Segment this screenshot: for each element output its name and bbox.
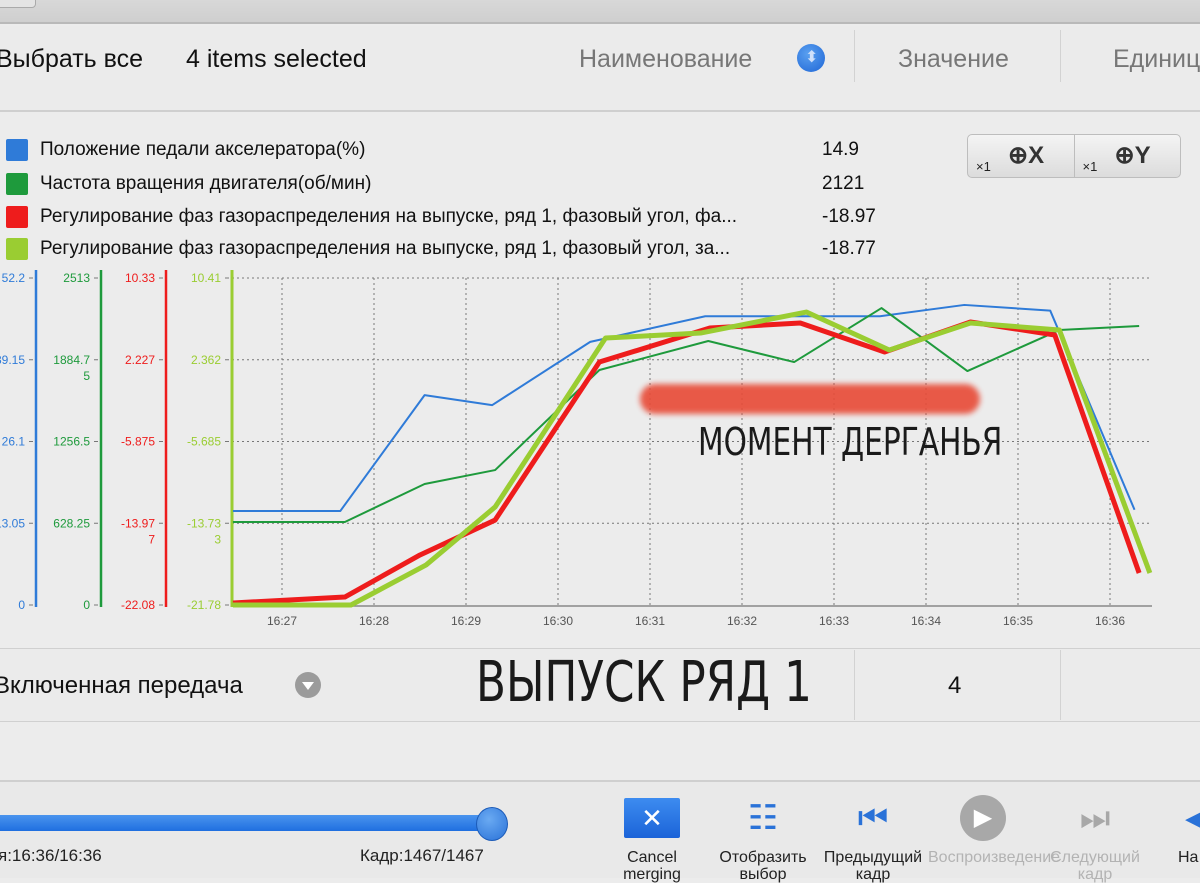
legend-swatch[interactable] [6,206,28,228]
top-tab[interactable] [0,0,36,8]
y-tick-label: 10.41 [191,271,221,285]
toolbar-button-previous-frame[interactable]: ⏮ Предыдущий кадр [818,795,928,883]
checklist-icon: ☷ [708,795,818,841]
series-line-4 [233,312,1150,605]
x-tick-label: 16:29 [451,614,481,628]
y-tick-label: 0 [18,598,25,612]
series-line-2 [233,308,1139,522]
zoom-y-label: Y [1135,142,1151,169]
legend-label[interactable]: Регулирование фаз газораспределения на в… [40,238,730,260]
zoom-controls: ×1⊕X ×1⊕Y [967,134,1181,178]
legend-value: 14.9 [822,139,859,161]
back-icon: ◀ [1150,795,1200,841]
legend-swatch[interactable] [6,173,28,195]
frame-readout: Кадр:1467/1467 [360,846,484,866]
x-tick-label: 16:33 [819,614,849,628]
column-name-header[interactable]: Наименование [579,45,752,74]
column-value-header[interactable]: Значение [898,45,1009,74]
chart[interactable]: 16:27 16:28 16:29 16:30 16:31 16:32 16:33 16:34… [0,262,1200,642]
timeline-slider[interactable] [0,815,492,831]
zoom-in-icon: ⊕ [1115,142,1135,169]
sort-icon[interactable] [797,44,825,72]
dropdown-icon[interactable] [295,672,321,698]
select-all-button[interactable]: Выбрать все [0,45,143,74]
selected-count: 4 items selected [186,45,367,74]
x-tick-label: 16:30 [543,614,573,628]
legend-label[interactable]: Положение педали акселератора(%) [40,139,365,161]
cancel-icon: ✕ [597,795,707,841]
y-tick-label: 39.15 [0,353,25,367]
x-tick-label: 16:31 [635,614,665,628]
legend-value: -18.97 [822,206,876,228]
column-unit-header[interactable]: Единиц [1113,45,1200,74]
divider [854,650,855,720]
annotation-bank: ВЫПУСК РЯД 1 [476,650,812,715]
y-tick-label: 0 [83,598,90,612]
x-tick-label: 16:32 [727,614,757,628]
divider [854,30,855,82]
toolbar-button-label: На [1150,849,1200,866]
y-tick-label: -5.685 [187,435,221,449]
zoom-x-multiplier: ×1 [976,159,991,174]
legend-value: 2121 [822,173,864,195]
y-tick-label: 2.362 [191,353,221,367]
legend-swatch[interactable] [6,238,28,260]
slider-thumb[interactable] [476,807,508,841]
y-tick-label: -22.08 [121,598,155,612]
toolbar-button-checklist[interactable]: ☷ Отобразить выбор [708,795,818,883]
x-tick-label: 16:27 [267,614,297,628]
zoom-y-button[interactable]: ×1 ⊕Y [1075,135,1181,177]
divider [1060,650,1061,720]
legend-value: -18.77 [822,238,876,260]
annotation-jerk-moment: МОМЕНТ ДЕРГАНЬЯ [698,420,1002,464]
series-line-3 [233,322,1139,603]
y-tick-label: 52.2 [2,271,26,285]
y-tick-label: 1256.5 [53,435,90,449]
y-tick-label: -21.78 [187,598,221,612]
toolbar-button-cancel[interactable]: ✕ Cancel merging [597,795,707,883]
top-bar [0,0,1200,24]
toolbar-button-label: Воспроизведение [928,849,1038,866]
y-tick-label: 628.25 [53,516,90,530]
next-frame-icon: ⏭ [1040,795,1150,841]
x-tick-label: 16:35 [1003,614,1033,628]
y-tick-label: 2513 [63,271,90,285]
time-readout: я:16:36/16:36 [0,846,102,866]
y-tick-label: -5.875 [121,435,155,449]
y-tick-label: 13.05 [0,516,25,530]
play-icon: ▶ [928,795,1038,841]
zoom-y-multiplier: ×1 [1083,159,1098,174]
toolbar-button-back[interactable]: ◀ На [1150,795,1200,866]
previous-frame-icon: ⏮ [818,795,928,841]
x-tick-label: 16:36 [1095,614,1125,628]
y-tick-label: 10.33 [125,271,155,285]
gear-value: 4 [948,672,961,700]
legend-swatch[interactable] [6,139,28,161]
gear-label: Включенная передача [0,672,243,700]
legend-label[interactable]: Регулирование фаз газораспределения на в… [40,206,737,228]
toolbar-button-play[interactable]: ▶ Воспроизведение [928,795,1038,866]
zoom-in-icon: ⊕ [1008,142,1028,169]
redaction-mark [640,384,980,414]
zoom-x-label: X [1028,142,1044,169]
zoom-x-button[interactable]: ×1 ⊕X [968,135,1075,177]
divider [1060,30,1061,82]
x-tick-label: 16:34 [911,614,941,628]
legend-label[interactable]: Частота вращения двигателя(об/мин) [40,173,371,195]
y-tick-label: 2.227 [125,353,155,367]
x-tick-label: 16:28 [359,614,389,628]
toolbar-button-next-frame[interactable]: ⏭ Следующий кадр [1040,795,1150,883]
y-tick-label: 26.1 [2,435,26,449]
